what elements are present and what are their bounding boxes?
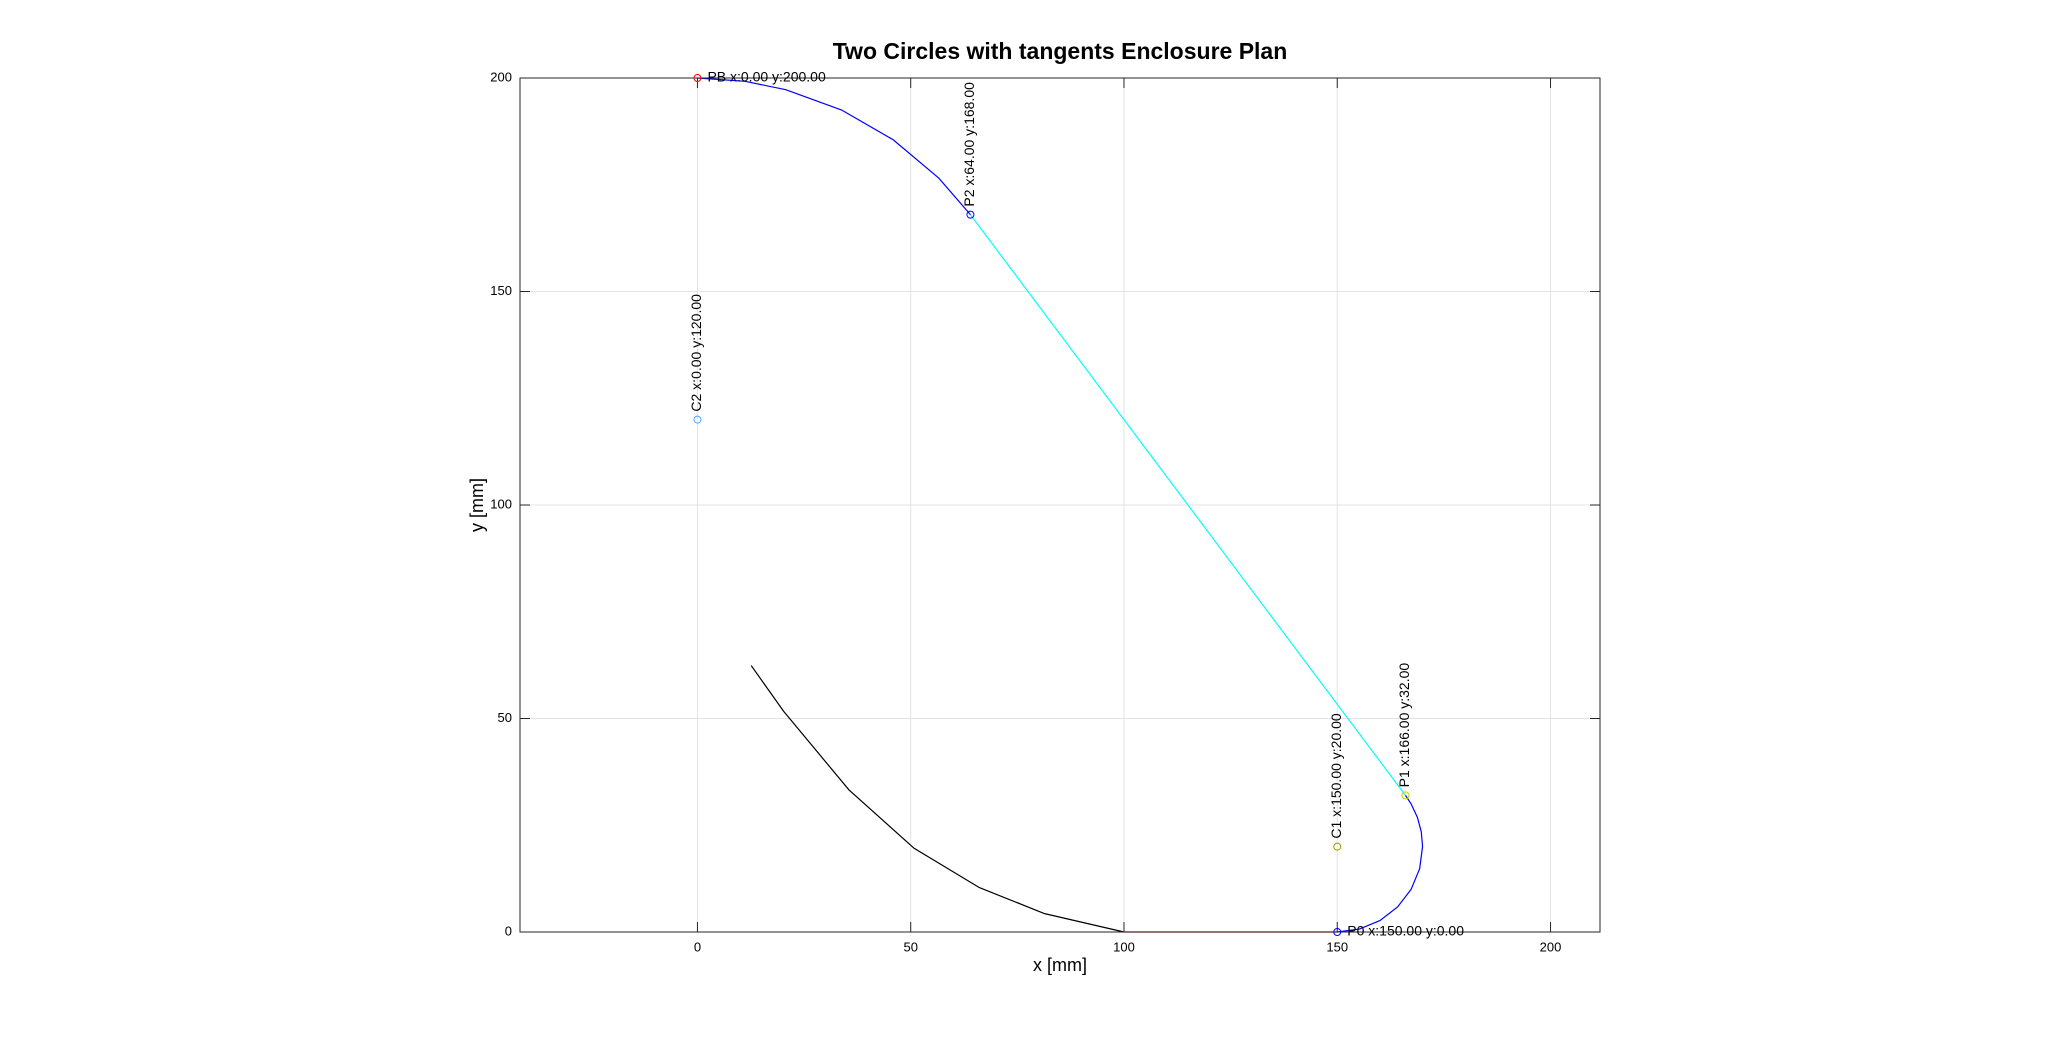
point	[1333, 842, 1342, 851]
x-tick-label: 100	[1113, 939, 1135, 954]
point	[966, 210, 975, 219]
y-tick-label: 50	[498, 710, 512, 725]
point	[693, 415, 702, 424]
y-tick-label: 100	[490, 496, 512, 511]
point-label: P2 x:64.00 y:168.00	[961, 82, 977, 207]
y-axis-label: y [mm]	[467, 478, 487, 532]
y-tick-label: 0	[505, 923, 512, 938]
point	[1401, 791, 1410, 800]
x-axis-label: x [mm]	[1033, 955, 1087, 975]
point	[1333, 928, 1342, 936]
x-tick-label: 0	[694, 939, 701, 954]
y-tick-label: 150	[490, 283, 512, 298]
point-label: C1 x:150.00 y:20.00	[1328, 713, 1344, 839]
curve	[1337, 795, 1424, 933]
x-tick-label: 50	[903, 939, 917, 954]
chart-title: Two Circles with tangents Enclosure Plan	[833, 38, 1288, 64]
point	[693, 74, 702, 82]
curve	[697, 77, 971, 216]
x-tick-label: 150	[1326, 939, 1348, 954]
point-label: PB x:0.00 y:200.00	[707, 69, 826, 85]
curve	[969, 214, 1406, 796]
point-label: C2 x:0.00 y:120.00	[688, 294, 704, 412]
point-label: P1 x:166.00 y:32.00	[1396, 663, 1412, 788]
y-tick-label: 200	[490, 69, 512, 84]
curve	[750, 665, 1125, 933]
x-tick-label: 200	[1540, 939, 1562, 954]
point-label: P0 x:150.00 y:0.00	[1347, 923, 1464, 939]
